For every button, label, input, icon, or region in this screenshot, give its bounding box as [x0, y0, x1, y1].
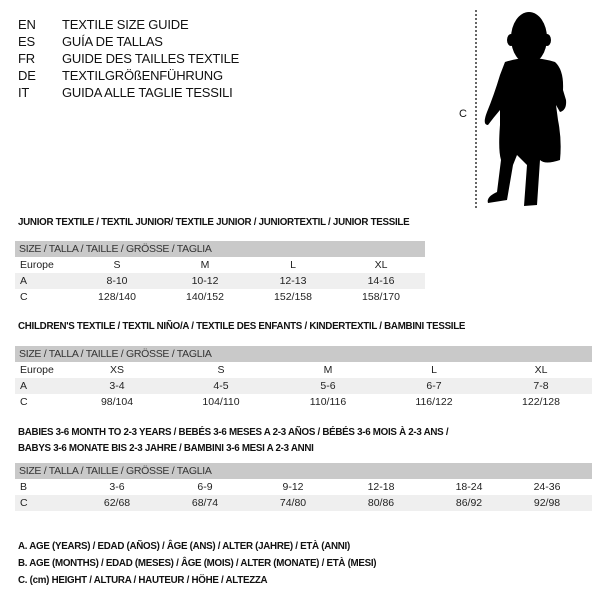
row-label: C [20, 291, 28, 303]
table-cell: 86/92 [455, 497, 483, 509]
table-cell: L [431, 364, 437, 376]
table-cell: S [113, 259, 121, 271]
table-row: A 8-10 10-12 12-13 14-16 [15, 273, 425, 289]
table-cell: 3-6 [109, 481, 125, 493]
table-cell: 92/98 [533, 497, 561, 509]
row-label: Europe [20, 364, 54, 376]
lang-title: GUIDA ALLE TAGLIE TESSILI [62, 85, 233, 100]
measure-label: C [459, 108, 467, 120]
junior-size-table: SIZE / TALLA / TAILLE / GRÖSSE / TAGLIA … [15, 241, 425, 305]
table-cell: M [323, 364, 333, 376]
table-cell: 98/104 [100, 396, 134, 408]
child-silhouette-icon [475, 10, 567, 208]
table-cell: 24-36 [533, 481, 561, 493]
table-cell: 8-10 [106, 275, 128, 287]
table-cell: 12-18 [367, 481, 395, 493]
table-header: SIZE / TALLA / TAILLE / GRÖSSE / TAGLIA [15, 346, 592, 362]
table-cell: 152/158 [274, 291, 312, 303]
table-cell: 6-7 [426, 380, 442, 392]
table-row: C 62/68 68/74 74/80 80/86 86/92 92/98 [15, 495, 592, 511]
table-cell: 104/110 [202, 396, 240, 408]
table-cell: XL [374, 259, 388, 271]
legend-b: B. AGE (MONTHS) / EDAD (MESES) / ÂGE (MO… [18, 557, 377, 569]
table-cell: 12-13 [279, 275, 307, 287]
row-label: C [20, 497, 28, 509]
table-cell: 122/128 [522, 396, 560, 408]
table-cell: 9-12 [282, 481, 304, 493]
table-cell: 158/170 [362, 291, 400, 303]
table-cell: XL [534, 364, 548, 376]
table-cell: S [217, 364, 225, 376]
children-size-table: SIZE / TALLA / TAILLE / GRÖSSE / TAGLIA … [15, 346, 592, 410]
table-cell: 5-6 [320, 380, 336, 392]
legend-a: A. AGE (YEARS) / EDAD (AÑOS) / ÂGE (ANS)… [18, 540, 350, 552]
lang-code: FR [18, 51, 35, 66]
table-cell: 6-9 [197, 481, 213, 493]
table-cell: 62/68 [103, 497, 131, 509]
lang-code: IT [18, 85, 30, 100]
lang-code: DE [18, 68, 36, 83]
children-title: CHILDREN'S TEXTILE / TEXTIL NIÑO/A / TEX… [18, 320, 466, 332]
table-cell: L [290, 259, 296, 271]
babies-size-table: SIZE / TALLA / TAILLE / GRÖSSE / TAGLIA … [15, 463, 592, 511]
table-row: B 3-6 6-9 9-12 12-18 18-24 24-36 [15, 479, 592, 495]
table-row: A 3-4 4-5 5-6 6-7 7-8 [15, 378, 592, 394]
table-cell: 140/152 [186, 291, 224, 303]
lang-title: TEXTILGRÖßENFÜHRUNG [62, 68, 223, 83]
table-cell: 128/140 [98, 291, 136, 303]
table-cell: M [200, 259, 210, 271]
row-label: A [20, 380, 28, 392]
table-cell: 116/122 [415, 396, 453, 408]
row-label: C [20, 396, 28, 408]
table-header: SIZE / TALLA / TAILLE / GRÖSSE / TAGLIA [15, 463, 592, 479]
lang-title: TEXTILE SIZE GUIDE [62, 17, 189, 32]
table-cell: 7-8 [533, 380, 549, 392]
table-row: Europe XS S M L XL [15, 362, 592, 378]
table-cell: 4-5 [213, 380, 229, 392]
table-row: Europe S M L XL [15, 257, 425, 273]
table-cell: 3-4 [109, 380, 125, 392]
legend-c: C. (cm) HEIGHT / ALTURA / HAUTEUR / HÖHE… [18, 574, 268, 586]
row-label: Europe [20, 259, 54, 271]
table-cell: 10-12 [191, 275, 219, 287]
table-cell: 110/116 [309, 396, 347, 408]
row-label: A [20, 275, 28, 287]
table-cell: 74/80 [279, 497, 307, 509]
babies-title-line1: BABIES 3-6 MONTH TO 2-3 YEARS / BEBÉS 3-… [18, 426, 449, 438]
lang-code: ES [18, 34, 35, 49]
row-label: B [20, 481, 28, 493]
table-header: SIZE / TALLA / TAILLE / GRÖSSE / TAGLIA [15, 241, 425, 257]
junior-title: JUNIOR TEXTILE / TEXTIL JUNIOR/ TEXTILE … [18, 216, 410, 228]
table-row: C 98/104 104/110 110/116 116/122 122/128 [15, 394, 592, 410]
table-cell: 18-24 [455, 481, 483, 493]
table-cell: XS [109, 364, 124, 376]
table-cell: 68/74 [191, 497, 219, 509]
lang-title: GUÍA DE TALLAS [62, 34, 163, 49]
lang-code: EN [18, 17, 36, 32]
table-cell: 14-16 [367, 275, 395, 287]
lang-title: GUIDE DES TAILLES TEXTILE [62, 51, 240, 66]
table-cell: 80/86 [367, 497, 395, 509]
table-row: C 128/140 140/152 152/158 158/170 [15, 289, 425, 305]
babies-title-line2: BABYS 3-6 MONATE BIS 2-3 JAHRE / BAMBINI… [18, 442, 314, 454]
